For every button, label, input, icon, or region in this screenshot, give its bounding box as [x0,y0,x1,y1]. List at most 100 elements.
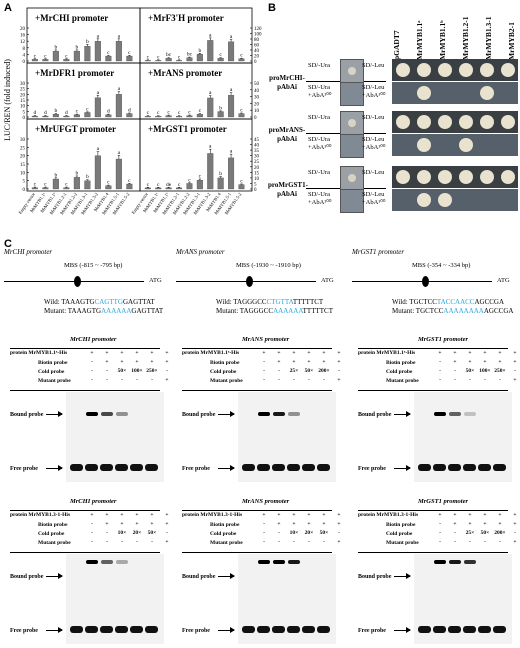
plate-control-top [340,166,364,190]
lane-symbol: 200× [318,368,330,374]
chart-title: +MrUFGT promoter [35,124,116,134]
bar [176,116,183,118]
lane-symbol: + [262,350,266,356]
panel-a-bar-charts: LUC/REN (fold induced) +MrCHI promoter 0 4… [3,7,262,216]
lane-symbol: 50× [304,368,314,374]
lane-symbol: + [438,512,442,518]
lane-symbol: + [307,512,311,518]
condition-label-bottom: SD/-Ura +AbA¹⁰⁰ [308,84,332,99]
lane-symbol: 50× [117,368,127,374]
free-band [257,626,270,633]
bar [52,114,59,118]
lane-symbol: - [278,530,280,536]
significance-letter: b [76,44,79,50]
lane-symbol: + [322,521,326,527]
significance-letter: b [55,172,58,178]
arrow [218,576,234,577]
lane-symbol: + [498,521,502,527]
lane-symbol: - [439,368,441,374]
arrow [46,630,62,631]
significance-letter: c [178,110,181,116]
sequence-label: Mutant: [392,307,416,315]
arrow-head [58,573,63,579]
arrow [394,630,410,631]
significance-letter: b [198,48,201,54]
mbs-element [246,276,253,287]
significance-letter: c [199,108,202,114]
free-band [493,626,506,633]
arrow [218,468,234,469]
header-rule [182,510,332,511]
lane-symbol: - [338,530,340,536]
bar [196,179,203,190]
lane-symbol: + [337,512,341,518]
lane-symbol: - [499,377,501,383]
bar [144,60,151,62]
protein-label: protein MrMYB1.1ᵃ-His [182,350,240,356]
bound-band [258,560,270,564]
sequence-flank: TGCTCC [415,307,444,315]
significance-letter: c [147,110,150,116]
tick-label: 8 [23,47,26,52]
bound-band [101,412,113,416]
bound-band [434,412,446,416]
yeast-colony [459,170,473,184]
bar [105,114,112,118]
free-band [302,464,315,471]
free-band [418,626,431,633]
significance-letter: d [44,110,47,116]
protein-label: protein MrMYB1.3-1-His [10,512,71,518]
group-label: proMrGST1-pAbAi [268,181,308,198]
free-band [145,626,158,633]
bar [42,59,49,62]
header-rule [182,348,332,349]
lane-symbol: - [439,521,441,527]
lane-symbol: - [121,539,123,545]
significance-letter: c [157,54,160,60]
tick-label: 20 [254,55,260,60]
lane-symbol: + [483,512,487,518]
significance-letter: c [188,110,191,116]
row-label: Cold probe [386,369,413,375]
significance-letter: c [86,106,89,112]
lane-symbol: + [277,350,281,356]
lane-symbol: - [106,368,108,374]
lane-symbol: + [90,350,94,356]
bar [196,114,203,118]
header-rule [358,510,508,511]
tick-label: 120 [254,27,262,32]
bar [126,183,133,190]
lane-symbol: + [135,350,139,356]
condition-label-top: SD/-Ura [308,62,331,69]
condition-label-bottom: SD/-Ura +AbA¹⁰⁰ [308,136,332,151]
atg-label: ATG [321,277,334,284]
tick-label: 15 [254,171,260,176]
free-band [463,464,476,471]
emsa-title: MrCHI promoter [70,336,117,343]
lane-symbol: 20× [304,530,314,536]
significance-letter: a [230,149,233,155]
yeast-colony [348,119,356,127]
arrow [394,468,410,469]
chart-title: +MrCHI promoter [35,13,108,23]
significance-letter: a [118,86,121,92]
yeast-colony [480,63,494,77]
free-band [242,626,255,633]
lane-symbol: + [337,350,341,356]
lane-symbol: - [439,539,441,545]
condition-label-bottom: SD/-Leu +AbA¹⁰⁰ [362,136,386,151]
tick-label: 25 [20,146,26,151]
emsa-blot-3: MrCHI promoter protein MrMYB1.3-1-His Biot… [10,498,170,648]
lane-symbol: + [453,521,457,527]
arrow [394,576,410,577]
bound-band [116,560,128,564]
bar [238,113,245,118]
plate-strip-bottom [392,189,518,211]
tick-label: 30 [20,138,26,143]
chart-title: +MrANS promoter [148,68,222,78]
lane-symbol: - [263,539,265,545]
plate-control-bottom [340,82,364,106]
bar [84,46,91,62]
column-header: pGADT7 [392,30,401,60]
